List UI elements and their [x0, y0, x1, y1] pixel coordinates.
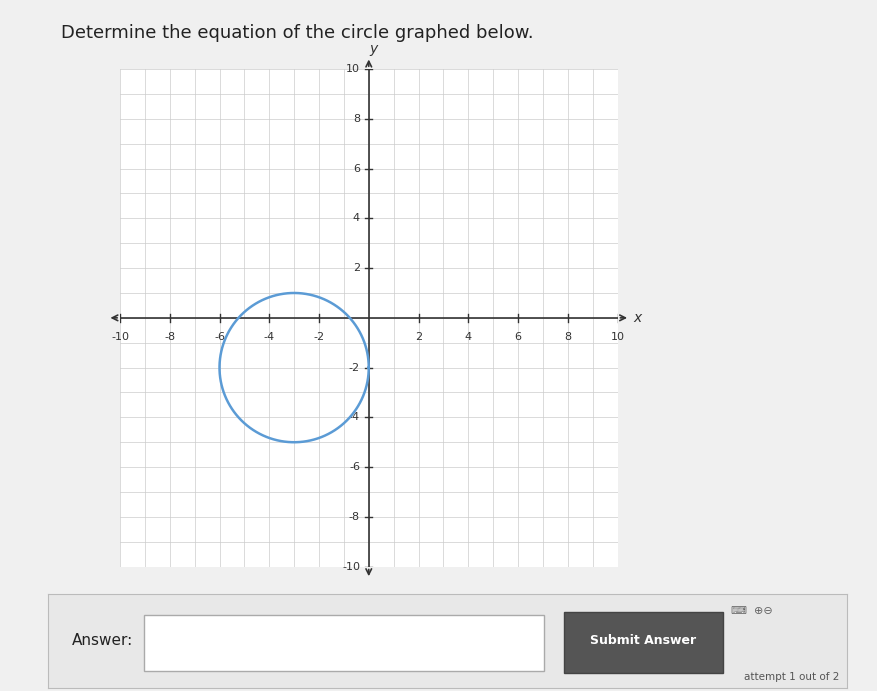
Text: -6: -6 — [214, 332, 225, 341]
Bar — [144, 615, 543, 671]
Text: y: y — [369, 42, 377, 56]
Text: ⌨  ⊕⊖: ⌨ ⊕⊖ — [730, 606, 772, 616]
Text: -8: -8 — [164, 332, 175, 341]
Text: 2: 2 — [353, 263, 360, 273]
Text: -8: -8 — [348, 512, 360, 522]
Text: Determine the equation of the circle graphed below.: Determine the equation of the circle gra… — [61, 24, 533, 42]
Text: 10: 10 — [610, 332, 624, 341]
Text: 8: 8 — [564, 332, 571, 341]
Text: x: x — [632, 311, 641, 325]
Text: 4: 4 — [353, 214, 360, 223]
Text: Answer:: Answer: — [72, 634, 133, 648]
Text: 6: 6 — [353, 164, 360, 173]
Text: 2: 2 — [415, 332, 422, 341]
Bar — [563, 612, 723, 672]
Text: -4: -4 — [348, 413, 360, 422]
Text: -4: -4 — [263, 332, 275, 341]
Text: 4: 4 — [464, 332, 471, 341]
Text: -2: -2 — [348, 363, 360, 372]
Text: 8: 8 — [353, 114, 360, 124]
Text: attempt 1 out of 2: attempt 1 out of 2 — [743, 672, 838, 682]
Text: -10: -10 — [111, 332, 129, 341]
Text: -10: -10 — [342, 562, 360, 571]
Text: -6: -6 — [349, 462, 360, 472]
Text: 6: 6 — [514, 332, 521, 341]
Text: Submit Answer: Submit Answer — [590, 634, 695, 647]
Text: 10: 10 — [346, 64, 360, 74]
Text: -2: -2 — [313, 332, 324, 341]
